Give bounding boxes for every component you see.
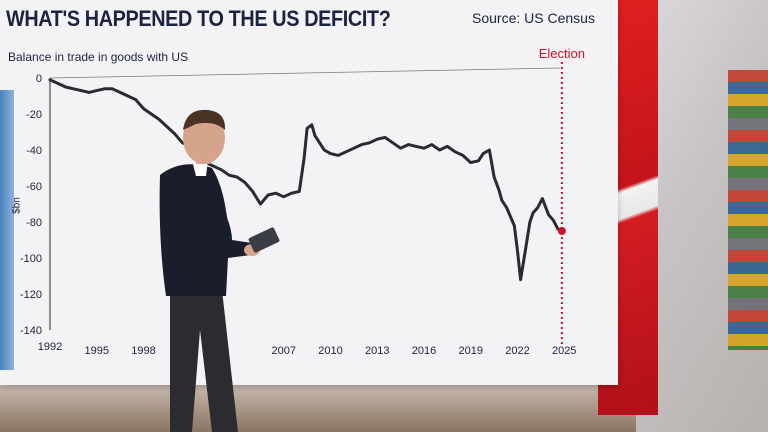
top-reference-line bbox=[49, 67, 561, 79]
chart-subtitle: Balance in trade in goods with US bbox=[8, 50, 189, 64]
x-tick-label: 1995 bbox=[85, 345, 109, 357]
display-board bbox=[0, 0, 618, 385]
trade-balance-line bbox=[48, 78, 564, 282]
chart-source: Source: US Census bbox=[472, 10, 595, 26]
presenter-legs bbox=[170, 290, 238, 432]
y-tick-label: -140 bbox=[20, 325, 42, 337]
x-tick-label: 1992 bbox=[38, 341, 62, 353]
presenter-head bbox=[183, 109, 226, 164]
chart-title: WHAT'S HAPPENED TO THE US DEFICIT? bbox=[6, 6, 391, 31]
x-tick-label: 2019 bbox=[458, 345, 482, 357]
x-tick-label: 2013 bbox=[365, 345, 389, 357]
y-tick-label: -100 bbox=[20, 253, 42, 265]
x-tick-label: 2010 bbox=[318, 345, 342, 357]
y-tick-label: -80 bbox=[26, 217, 42, 229]
election-label: Election bbox=[539, 46, 585, 61]
y-tick-label: -120 bbox=[20, 289, 42, 301]
x-tick-label: 2007 bbox=[271, 345, 295, 357]
y-tick-label: -20 bbox=[26, 109, 42, 121]
election-data-point bbox=[557, 227, 566, 235]
y-tick-label: 0 bbox=[36, 73, 42, 85]
y-tick-label: -60 bbox=[26, 181, 42, 193]
tablet-icon bbox=[248, 227, 280, 253]
x-tick-label: 2022 bbox=[505, 345, 529, 357]
x-tick-label: 1998 bbox=[131, 345, 155, 357]
board-edge-accent bbox=[0, 90, 14, 370]
x-tick-label: 2025 bbox=[552, 345, 576, 357]
y-tick-label: -40 bbox=[26, 145, 42, 157]
shipping-containers-image bbox=[728, 70, 768, 350]
x-tick-label: 2016 bbox=[412, 345, 436, 357]
